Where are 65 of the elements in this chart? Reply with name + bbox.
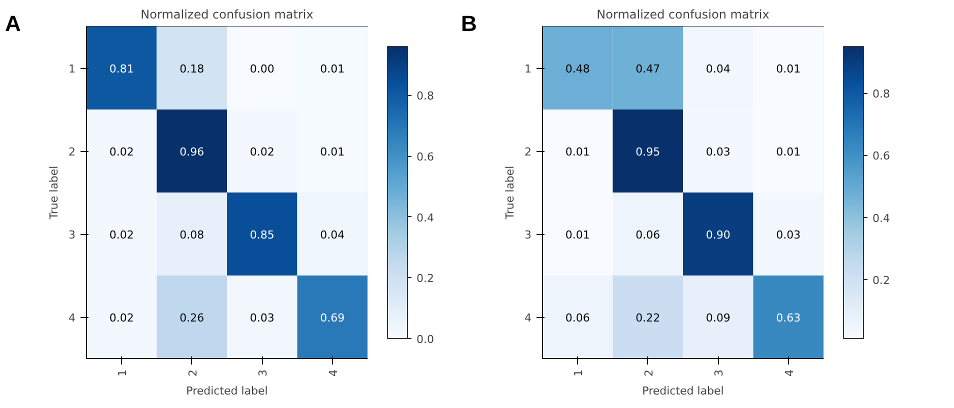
chart-title: Normalized confusion matrix: [140, 8, 314, 22]
data-label: 0.06: [636, 228, 660, 242]
data-label: 0.95: [636, 146, 660, 158]
color-bar-label: 0.6: [416, 150, 434, 164]
data-label: 0.01: [320, 146, 345, 158]
color-bar-label: 0.8: [416, 90, 434, 103]
color-bar-label: 0.8: [872, 88, 890, 101]
data-label: 0.22: [636, 312, 660, 324]
text: A: [5, 11, 21, 36]
x-tick-label: 3: [712, 370, 726, 376]
y-tick-label: 1: [524, 62, 532, 76]
text: B: [461, 11, 477, 36]
y-tick-label: 4: [68, 312, 76, 324]
data-label: 0.48: [565, 62, 590, 76]
x-tick-label: 3: [256, 370, 270, 376]
color-bar-label: 0.2: [872, 274, 890, 287]
color-bar-label: 0.4: [872, 212, 890, 225]
data-label: 0.02: [250, 146, 274, 158]
data-label: 0.09: [706, 312, 730, 324]
x-tick-label: 2: [642, 370, 656, 376]
data-label: 0.47: [636, 62, 660, 76]
data-label: 0.02: [109, 312, 134, 324]
data-label: 0.96: [180, 146, 204, 158]
color-bar-label: 0.6: [872, 150, 890, 163]
data-label: 0.85: [250, 228, 274, 242]
data-label: 0.08: [180, 228, 204, 242]
data-label: 0.02: [109, 228, 134, 242]
color-bar-label: 0.0: [416, 333, 434, 346]
data-label: 0.01: [776, 62, 801, 76]
data-label: 0.03: [250, 312, 274, 324]
data-label: 0.01: [565, 146, 590, 158]
y-tick-label: 3: [524, 228, 532, 242]
x-tick-label: 2: [186, 370, 200, 376]
data-label: 0.04: [320, 228, 345, 242]
x-tick-label: 4: [782, 370, 796, 376]
data-label: 0.00: [250, 62, 274, 76]
y-tick-label: 4: [524, 312, 532, 324]
data-label: 0.90: [706, 228, 730, 242]
data-label: 0.26: [180, 312, 204, 324]
data-label: 0.69: [320, 312, 345, 324]
y-tick-label: 1: [68, 62, 76, 76]
x-tick-label: 1: [572, 370, 586, 376]
data-label: 0.06: [565, 312, 590, 324]
y-tick-label: 2: [524, 146, 532, 158]
data-label: 0.01: [320, 62, 345, 76]
data-label: 0.02: [109, 146, 134, 158]
chart-title: Normalized confusion matrix: [596, 8, 770, 22]
data-label: 0.04: [706, 62, 730, 76]
data-label: 0.01: [565, 228, 590, 242]
color-bar-label: 0.2: [416, 272, 434, 286]
y-tick-label: 2: [68, 146, 76, 158]
data-label: 0.18: [180, 62, 204, 76]
y-axis-title: True label: [504, 166, 516, 220]
data-label: 0.63: [776, 312, 801, 324]
data-label: 0.01: [776, 146, 801, 158]
x-tick-label: 4: [326, 370, 340, 376]
color-bar-label: 0.4: [416, 211, 434, 224]
x-axis-title: Predicted label: [642, 384, 724, 398]
y-axis-title: True label: [48, 166, 60, 220]
x-tick-label: 1: [116, 370, 130, 376]
data-label: 0.03: [706, 146, 730, 158]
y-tick-label: 3: [68, 228, 76, 242]
x-axis-title: Predicted label: [186, 384, 268, 398]
data-label: 0.03: [776, 228, 801, 242]
data-label: 0.81: [109, 62, 134, 76]
